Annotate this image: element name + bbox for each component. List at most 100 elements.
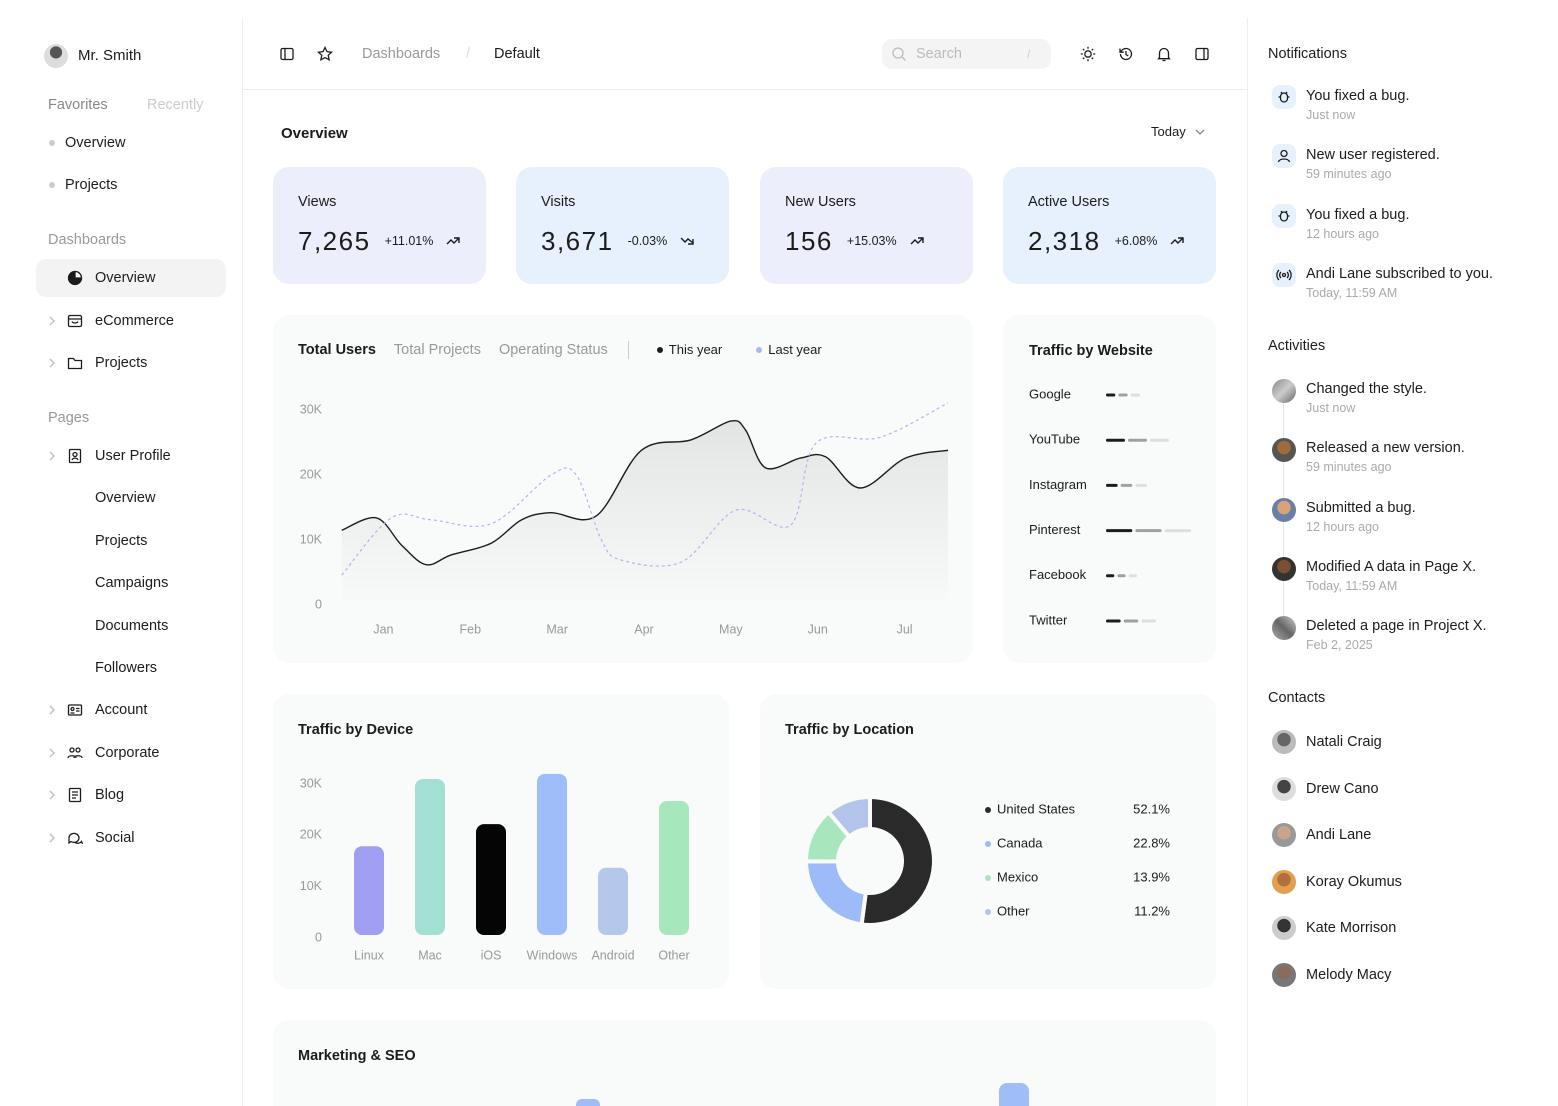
nav-item[interactable]: Corporate: [95, 744, 160, 761]
section-title: Pages: [48, 410, 90, 426]
chevron[interactable]: [43, 701, 61, 719]
activity-avatar: [1272, 556, 1296, 581]
y-tick-label: 20K: [300, 828, 323, 842]
activity-text[interactable]: Changed the style.: [1306, 381, 1427, 397]
notification-glyph: [1275, 88, 1293, 106]
bar: [476, 824, 506, 935]
bar-segment: [1123, 619, 1139, 623]
trend-icon: [909, 233, 925, 249]
nav-item[interactable]: eCommerce: [95, 312, 174, 329]
chart-tab[interactable]: Total Projects: [393, 342, 481, 358]
notification-time: Just now: [1306, 108, 1356, 122]
nav-item[interactable]: Blog: [95, 787, 125, 804]
breadcrumb-separator: /: [466, 46, 471, 62]
nav-item[interactable]: Social: [95, 829, 135, 846]
bar: [537, 773, 567, 935]
notifications-button[interactable]: [1155, 45, 1173, 63]
chevron[interactable]: [43, 786, 61, 804]
activity-text[interactable]: Modified A data in Page X.: [1306, 558, 1477, 575]
theme-toggle[interactable]: [1079, 45, 1097, 63]
nav-item[interactable]: Campaigns: [95, 575, 169, 592]
bar: [354, 846, 384, 935]
trend-icon: [679, 233, 695, 249]
category-label: Google: [1029, 386, 1071, 401]
nav-item[interactable]: Projects: [65, 177, 118, 193]
nav-item[interactable]: Overview: [95, 270, 156, 286]
nav-selected: [36, 259, 226, 297]
bar-segment: [1106, 619, 1121, 623]
contact-name[interactable]: Natali Craig: [1306, 734, 1382, 750]
stat-change: -0.03%: [627, 234, 668, 248]
toggle-panel[interactable]: [1193, 45, 1211, 63]
chevron[interactable]: [43, 744, 61, 762]
nav-item[interactable]: Documents: [95, 617, 169, 634]
bar-segment: [1164, 529, 1191, 533]
stat-value: 3,671: [541, 226, 614, 256]
activity-text[interactable]: Released a new version.: [1306, 440, 1465, 457]
x-tick-label: Jan: [373, 622, 393, 636]
tab[interactable]: Favorites: [48, 97, 108, 113]
contact-name[interactable]: Koray Okumus: [1306, 873, 1402, 890]
breadcrumb[interactable]: Default: [494, 46, 540, 62]
notification-text[interactable]: New user registered.: [1306, 147, 1440, 164]
nav-item[interactable]: Overview: [65, 135, 126, 151]
notification-text[interactable]: You fixed a bug.: [1306, 206, 1410, 223]
stat-change: +11.01%: [384, 234, 434, 248]
notification-icon: [1272, 203, 1296, 228]
favorite[interactable]: [316, 45, 334, 63]
nav-item[interactable]: Followers: [95, 660, 158, 676]
history[interactable]: [1117, 45, 1135, 63]
nav-item[interactable]: Projects: [95, 532, 148, 549]
notification-text[interactable]: Andi Lane subscribed to you.: [1306, 265, 1494, 282]
nav-item[interactable]: Overview: [95, 490, 156, 507]
period-chevron[interactable]: [1191, 123, 1209, 141]
x-tick-label: Mac: [418, 948, 442, 962]
x-tick-label: Android: [591, 948, 634, 962]
nav-item[interactable]: Account: [95, 702, 148, 719]
stat-card: New Users 156 +15.03%: [760, 167, 973, 284]
nav-item[interactable]: User Profile: [95, 448, 171, 464]
contact-name[interactable]: Andi Lane: [1306, 827, 1372, 844]
contact-name[interactable]: Drew Cano: [1306, 780, 1379, 797]
nav-icon: [66, 744, 84, 762]
toggle-sidebar[interactable]: [278, 45, 296, 63]
chevron[interactable]: [43, 354, 61, 372]
chart-tab[interactable]: Operating Status: [498, 342, 608, 358]
chart-tab[interactable]: Total Users: [298, 342, 376, 358]
search-shortcut: /: [1027, 47, 1031, 61]
chevron[interactable]: [43, 829, 61, 847]
contact-name[interactable]: Melody Macy: [1306, 967, 1392, 983]
contact-avatar: [1272, 963, 1296, 987]
bullet: [49, 140, 55, 146]
nav-item[interactable]: Projects: [95, 355, 148, 371]
period-select[interactable]: Today: [1151, 124, 1186, 139]
notification-icon: [1272, 85, 1296, 109]
tab[interactable]: Recently: [147, 97, 204, 113]
activity-time: 59 minutes ago: [1306, 460, 1392, 475]
x-tick-label: Jul: [897, 622, 913, 636]
activity-text[interactable]: Deleted a page in Project X.: [1306, 618, 1487, 635]
search-box[interactable]: [882, 39, 1051, 69]
chevron[interactable]: [43, 447, 61, 465]
contact-name[interactable]: Kate Morrison: [1306, 920, 1397, 937]
nav-icon: [66, 829, 84, 847]
panel-title: Contacts: [1268, 690, 1326, 706]
contact-avatar: [1272, 776, 1296, 801]
notification-text[interactable]: You fixed a bug.: [1306, 88, 1410, 104]
x-tick-label: Mar: [546, 622, 568, 636]
activity-time: Feb 2, 2025: [1306, 638, 1373, 653]
breadcrumb[interactable]: Dashboards: [362, 46, 441, 62]
legend-item: This year: [656, 341, 722, 359]
y-tick-label: 10K: [300, 532, 323, 546]
value-label: 52.1%: [1133, 801, 1170, 816]
x-tick-label: Apr: [634, 622, 653, 636]
legend-dot: [985, 807, 991, 813]
bar-segment: [1106, 483, 1118, 487]
sidebar-border: [242, 18, 243, 1106]
user-avatar: [44, 44, 68, 68]
chevron[interactable]: [43, 312, 61, 330]
notification-icon: [1272, 262, 1296, 287]
activity-text[interactable]: Submitted a bug.: [1306, 499, 1416, 516]
contact-avatar: [1272, 823, 1296, 848]
stat-card: Visits 3,671 -0.03%: [516, 167, 729, 284]
